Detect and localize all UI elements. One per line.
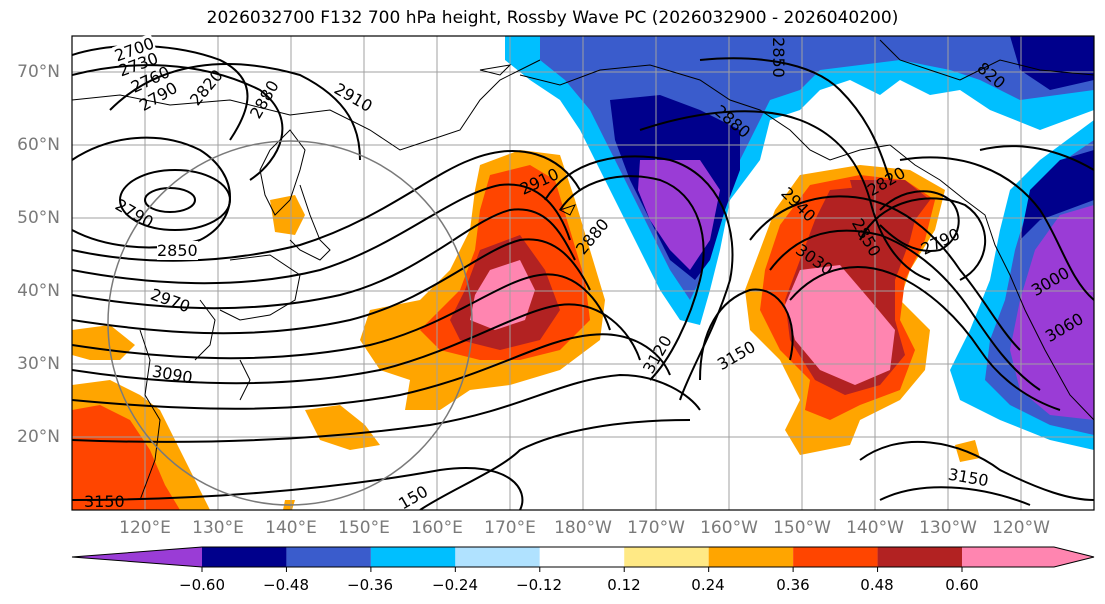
lon-label: 180°W — [554, 518, 612, 538]
colorbar-tick: 0.24 — [691, 576, 725, 594]
height-contours — [72, 44, 1094, 510]
positive-anomaly-central — [360, 150, 605, 410]
lon-label: 150°W — [773, 518, 831, 538]
lon-label: 150°E — [338, 518, 390, 538]
colorbar-tick: 0.12 — [607, 576, 641, 594]
colorbar-segment — [793, 547, 878, 567]
lon-label: 160°W — [700, 518, 758, 538]
colorbar-segment — [286, 547, 371, 567]
colorbar-tick: −0.24 — [432, 576, 478, 594]
lat-label: 40°N — [17, 281, 60, 301]
colorbar-tick: −0.36 — [347, 576, 393, 594]
lat-label: 70°N — [17, 62, 60, 82]
colorbar-tick: 0.60 — [945, 576, 979, 594]
colorbar-segment — [877, 547, 962, 567]
contour-label: 3150 — [84, 492, 125, 511]
contour-label: 2850 — [157, 241, 198, 260]
lat-label: 20°N — [17, 427, 60, 447]
map-title: 2026032700 F132 700 hPa height, Rossby W… — [206, 8, 899, 28]
lon-label: 120°E — [119, 518, 171, 538]
colorbar-segment — [708, 547, 794, 567]
colorbar-tick: 0.36 — [776, 576, 810, 594]
lon-label: 130°E — [192, 518, 244, 538]
colorbar-tick: −0.60 — [179, 576, 225, 594]
colorbar-segment — [202, 547, 287, 567]
colorbar-segment — [539, 547, 625, 567]
colorbar-tick: 0.48 — [860, 576, 894, 594]
lon-label: 140°E — [265, 518, 317, 538]
lon-label: 170°E — [484, 518, 536, 538]
positive-anomaly-west — [72, 195, 980, 510]
lat-label: 60°N — [17, 135, 60, 155]
colorbar — [71, 546, 1095, 572]
colorbar-segment — [370, 547, 456, 567]
domain-circle — [107, 140, 473, 506]
contour-label: 2850 — [768, 37, 788, 78]
positive-anomaly-east — [745, 165, 945, 455]
colorbar-tick: −0.12 — [516, 576, 562, 594]
lon-label: 140°W — [846, 518, 904, 538]
colorbar-extend-low — [72, 547, 202, 567]
colorbar-segment — [624, 547, 709, 567]
lon-label: 170°W — [627, 518, 685, 538]
colorbar-extend-high — [962, 547, 1094, 567]
map-frame — [71, 35, 1095, 511]
lon-label: 120°W — [992, 518, 1050, 538]
colorbar-segment — [455, 547, 540, 567]
colorbar-tick: −0.48 — [263, 576, 309, 594]
lat-label: 50°N — [17, 208, 60, 228]
coastlines — [72, 39, 1094, 501]
lat-label: 30°N — [17, 354, 60, 374]
lon-label: 130°W — [919, 518, 977, 538]
lon-label: 160°E — [411, 518, 463, 538]
